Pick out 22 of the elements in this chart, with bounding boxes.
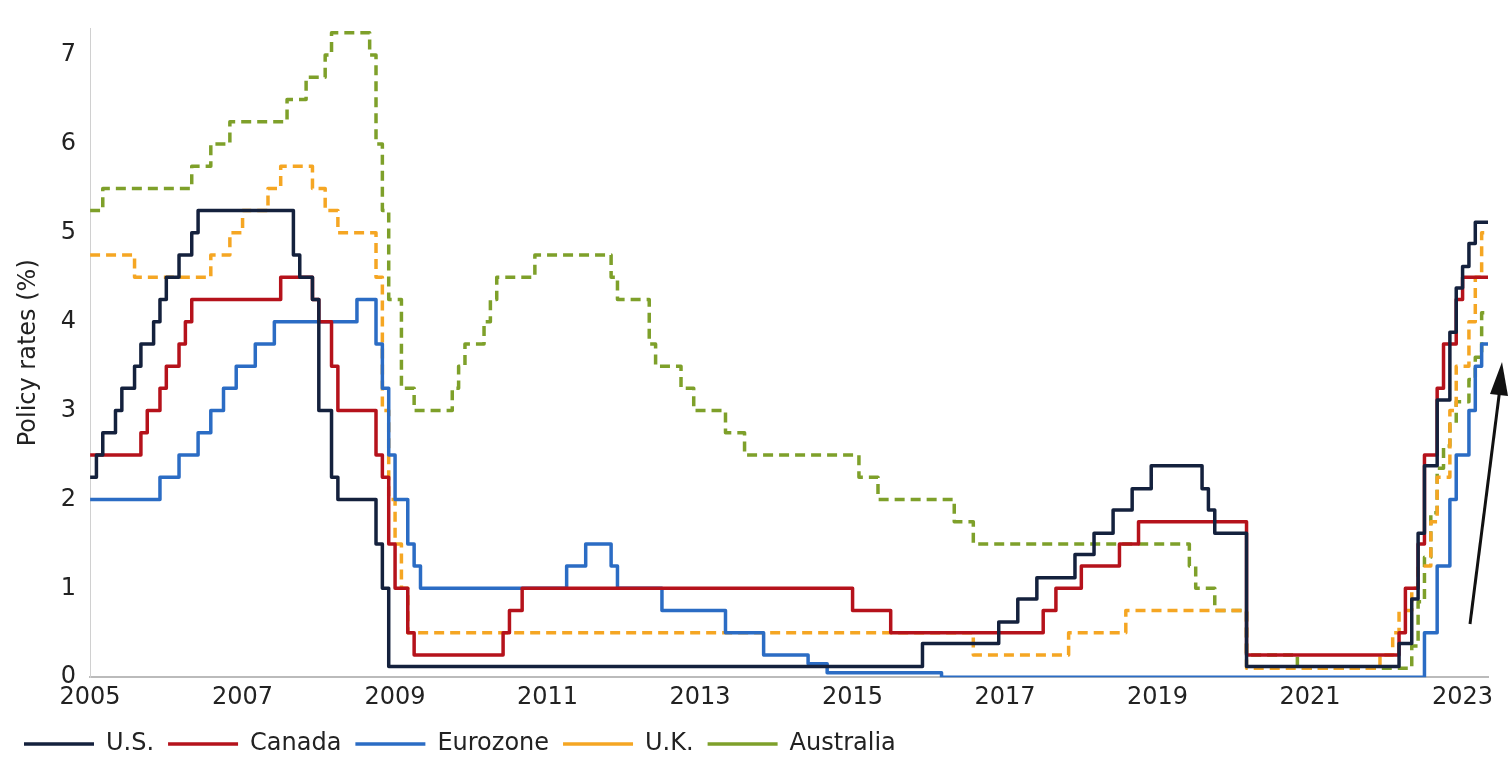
x-tick-label: 2021 bbox=[1279, 681, 1341, 710]
x-tick-label: 2015 bbox=[822, 681, 884, 710]
y-tick-label: 4 bbox=[60, 305, 77, 334]
y-tick-label: 7 bbox=[60, 39, 77, 68]
x-tick-label: 2017 bbox=[974, 681, 1036, 710]
y-tick-label: 3 bbox=[60, 394, 77, 423]
y-tick-label: 2 bbox=[60, 483, 77, 512]
y-tick-label: 6 bbox=[60, 128, 77, 157]
legend-label: Australia bbox=[789, 728, 896, 757]
x-tick-label: 2007 bbox=[212, 681, 274, 710]
x-tick-label: 2023 bbox=[1432, 681, 1494, 710]
y-tick-label: 1 bbox=[60, 572, 77, 601]
legend-label: Canada bbox=[250, 728, 342, 757]
y-axis-title: Policy rates (%) bbox=[12, 259, 41, 447]
legend-label: U.K. bbox=[645, 728, 694, 757]
x-tick-label: 2013 bbox=[669, 681, 731, 710]
x-tick-label: 2019 bbox=[1127, 681, 1189, 710]
legend-label: U.S. bbox=[106, 728, 155, 757]
y-tick-label: 5 bbox=[60, 217, 77, 246]
legend-label: Eurozone bbox=[437, 728, 550, 757]
x-tick-label: 2009 bbox=[364, 681, 426, 710]
x-tick-label: 2011 bbox=[517, 681, 579, 710]
